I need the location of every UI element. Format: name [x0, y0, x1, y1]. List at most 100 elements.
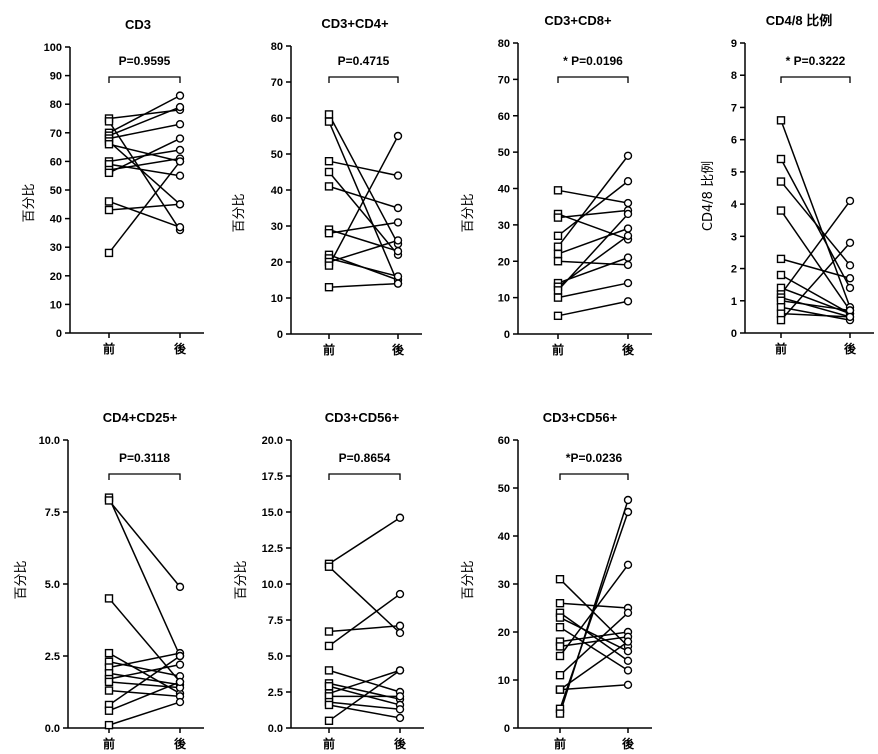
pre-marker	[776, 116, 786, 125]
y-tick-label: 50	[271, 149, 283, 161]
pair-line	[557, 282, 629, 299]
x-tick-label: 後	[622, 342, 635, 357]
pre-marker	[776, 315, 786, 325]
post-marker	[623, 666, 633, 675]
pre-marker	[553, 186, 563, 195]
post-marker	[395, 621, 405, 630]
pair-line	[557, 180, 629, 237]
post-marker	[845, 283, 855, 293]
x-tick-label: 前	[323, 342, 335, 357]
pre-marker	[553, 249, 563, 259]
pair-line	[108, 163, 181, 177]
post-marker	[623, 224, 633, 233]
y-tick-label: 40	[50, 214, 62, 226]
pair-line	[108, 655, 181, 706]
y-tick-label: 50	[498, 483, 510, 495]
y-tick-label: 0	[277, 329, 283, 341]
y-tick-label: 17.5	[262, 471, 283, 483]
y-tick-label: 10	[498, 675, 510, 687]
panel-4: CD4/8 比例 0 1 2 3 4 5 6 7 8 9 前 後 CD4/8 比例 * P=0.3222	[701, 13, 874, 356]
pair-line	[328, 669, 401, 722]
panel-1: CD3 0 10 20 30 40 50 60 70 80 90 100 前 後 百分比 P=0.9595	[22, 17, 204, 356]
pair-line	[108, 120, 181, 231]
pair-line	[108, 689, 181, 698]
post-marker	[175, 697, 185, 707]
pair-line	[108, 106, 181, 137]
post-marker	[175, 660, 185, 669]
pair-line	[108, 661, 181, 677]
post-marker	[393, 203, 403, 213]
p-value-label: * P=0.0196	[563, 54, 623, 68]
x-tick-label: 後	[622, 736, 635, 751]
p-value-label: * P=0.3222	[786, 54, 846, 68]
panel-title: CD4/8 比例	[766, 13, 832, 28]
pre-marker	[104, 706, 114, 715]
p-value-label: P=0.3118	[119, 451, 170, 465]
pair-line	[328, 228, 399, 252]
pair-line	[557, 213, 629, 291]
pair-line	[108, 157, 181, 171]
y-axis-label: 百分比	[234, 560, 249, 599]
y-axis-label: 百分比	[22, 183, 37, 222]
pre-marker	[324, 716, 334, 725]
post-marker	[845, 274, 855, 283]
pair-line	[328, 282, 399, 288]
pre-marker	[555, 671, 565, 680]
pre-marker	[776, 270, 786, 280]
pair-line	[559, 636, 629, 648]
significance-bracket	[328, 76, 399, 83]
y-axis-label: 百分比	[14, 560, 29, 599]
y-tick-label: 80	[498, 38, 510, 50]
pair-line	[557, 213, 629, 241]
pre-marker	[555, 709, 565, 718]
pre-marker	[104, 117, 114, 126]
post-marker	[845, 312, 855, 322]
y-tick-label: 0	[504, 723, 510, 735]
p-value-label: P=0.4715	[338, 54, 390, 68]
y-tick-label: 0	[504, 329, 510, 341]
pair-line	[328, 593, 401, 647]
y-tick-label: 30	[271, 221, 283, 233]
pre-marker	[104, 686, 114, 695]
significance-bracket	[328, 473, 401, 480]
pre-marker	[324, 627, 334, 636]
y-tick-label: 2	[731, 264, 737, 276]
x-tick-label: 前	[775, 341, 787, 356]
pre-marker	[555, 613, 565, 622]
panel-title: CD4+CD25+	[103, 410, 178, 425]
y-tick-label: 0.0	[268, 723, 283, 735]
pair-line	[559, 684, 629, 691]
x-tick-label: 後	[392, 342, 405, 357]
y-tick-label: 60	[50, 156, 62, 168]
y-tick-label: 9	[731, 38, 737, 50]
pre-marker	[324, 117, 334, 126]
pair-line	[108, 137, 181, 174]
pair-line	[108, 701, 181, 726]
post-marker	[623, 680, 633, 689]
y-tick-label: 30	[50, 242, 62, 254]
y-tick-label: 10.0	[39, 435, 60, 447]
panel-6: CD3+CD56+ 0.0 2.5 5.0 7.5 10.0 12.5 15.0 17.5 20.…	[234, 410, 424, 751]
pair-line	[108, 160, 181, 254]
y-tick-label: 15.0	[262, 507, 283, 519]
post-marker	[623, 278, 633, 288]
panel-3: CD3+CD8+ 0 10 20 30 40 50 60 70 80 前 後 百分比 * P=0.0196	[461, 13, 652, 357]
post-marker	[393, 218, 403, 227]
pair-line	[557, 189, 629, 204]
pair-line	[780, 181, 851, 266]
y-tick-label: 0.0	[45, 723, 60, 735]
post-marker	[623, 198, 633, 208]
post-marker	[393, 246, 403, 256]
pair-line	[328, 239, 399, 263]
y-tick-label: 90	[50, 71, 62, 83]
panel-2: CD3+CD4+ 0 10 20 30 40 50 60 70 80 前 後 百分比 P=0.4715	[232, 16, 422, 357]
post-marker	[623, 260, 633, 270]
pair-line	[108, 681, 181, 712]
post-marker	[623, 151, 633, 160]
post-marker	[393, 131, 403, 141]
pair-line	[780, 258, 851, 279]
pair-line	[559, 499, 629, 714]
y-tick-label: 40	[498, 531, 510, 543]
pre-marker	[104, 197, 114, 206]
pre-marker	[104, 168, 114, 178]
